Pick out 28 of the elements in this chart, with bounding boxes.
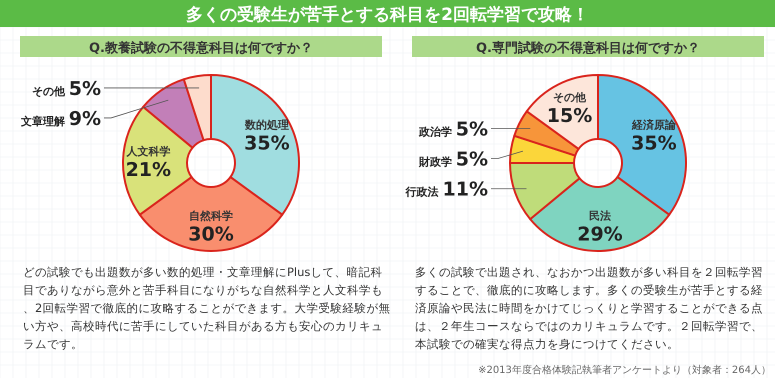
text: ※2013年度合格体験記執筆者アンケートより（対象者：264人）: [478, 364, 771, 376]
chart-title: Q.専門試験の不得意科目は何ですか？: [476, 40, 700, 56]
data-label: 9%: [68, 108, 101, 130]
text: 多くの試験で出題され、なおかつ出題数が多い科目を２回転学習することで、徹底的に攻略します。多くの受験生が苦手とする経済原論や民法に時間をかけてじっくりと学習することができる点は、２年生コースならではのカリキュラムです。２回転学習で、本試験での確実な得点力を身につけてください。: [415, 265, 763, 351]
text: どの試験でも出題数が多い数的処理・文章理解にPlusして、暗記科目でありながら意外と苦手科目になりがちな自然科学と人文科学も、2回転学習で徹底的に攻略することができます。大学受験経験が無い方や、高校時代に苦手にしていた科目がある方も安心のカリキュラムです。: [23, 265, 390, 351]
slice-label: 財政学: [418, 155, 456, 168]
slice-label: 政治学: [418, 125, 456, 138]
slice-label: 行政法: [404, 186, 443, 199]
data-label: 5%: [456, 118, 488, 140]
text: 多くの受験生が苦手とする科目を2回転学習で攻略！: [186, 5, 589, 25]
data-label: 30%: [188, 224, 234, 246]
data-label: 5%: [456, 148, 488, 170]
slice-label: その他: [553, 91, 588, 104]
slice-label: 人文科学: [125, 145, 170, 158]
chart-title: Q.教養試験の不得意科目は何ですか？: [89, 40, 313, 56]
data-label: 21%: [126, 159, 172, 182]
data-label: 35%: [631, 132, 677, 155]
slice-label: その他: [32, 84, 69, 98]
data-label: 11%: [442, 178, 488, 201]
slice-label: 経済原論: [630, 118, 677, 132]
slice-label: 民法: [588, 210, 611, 223]
data-label: 35%: [244, 132, 290, 155]
slice-label: 数的処理: [244, 118, 289, 132]
slice-label: 自然科学: [189, 210, 233, 223]
data-label: 15%: [546, 105, 592, 128]
data-label: 5%: [68, 78, 101, 100]
slice-label: 文章理解: [20, 114, 69, 128]
data-label: 29%: [577, 224, 623, 246]
